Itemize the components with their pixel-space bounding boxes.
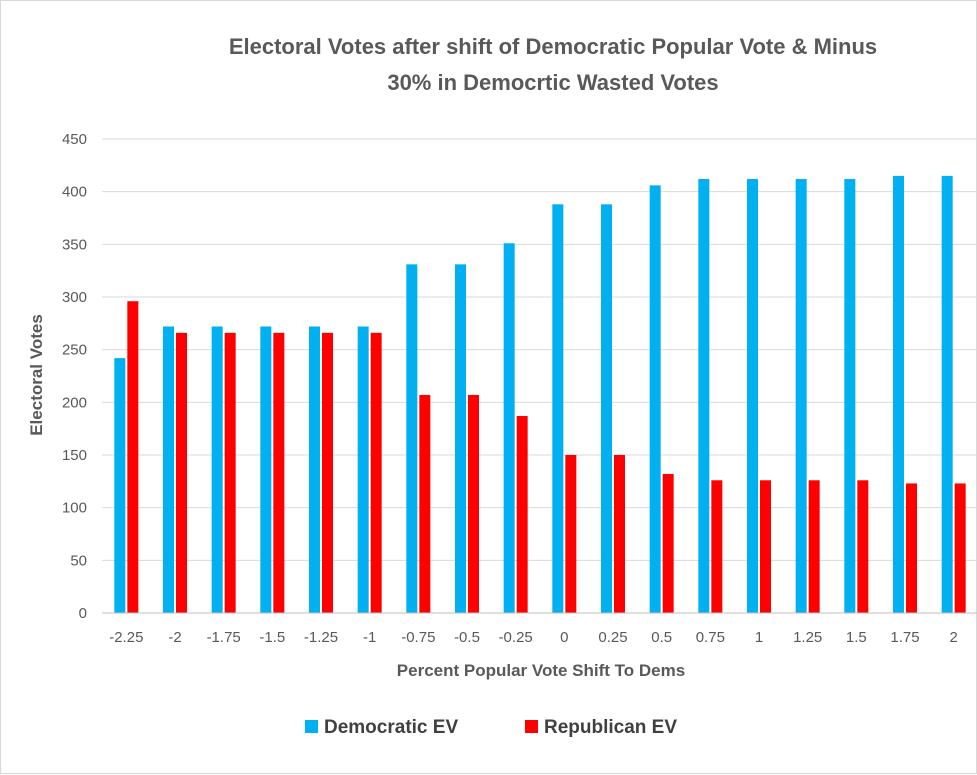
y-tick-label: 350: [62, 236, 87, 253]
bar-democratic: [309, 326, 320, 613]
bars: [114, 175, 966, 613]
chart-title-line-1: Electoral Votes after shift of Democrati…: [229, 34, 877, 59]
x-tick-label: -2.25: [109, 629, 143, 646]
x-tick-label: -1.25: [304, 629, 338, 646]
bar-republican: [808, 480, 820, 613]
bar-democratic: [941, 175, 953, 613]
y-tick-label: 250: [62, 342, 87, 359]
gridlines: [102, 138, 977, 561]
x-tick-label: 1.75: [890, 629, 919, 646]
y-tick-label: 0: [79, 605, 87, 622]
bar-republican: [224, 332, 236, 613]
x-tick-label: 0.75: [696, 629, 725, 646]
bar-republican: [127, 301, 139, 613]
y-axis-tick-labels: 0 50 100 150 200 250 300 350 400 450: [62, 131, 87, 622]
legend-swatch: [525, 720, 538, 733]
chart-title-line-2: 30% in Democrtic Wasted Votes: [387, 70, 718, 95]
bar-democratic: [698, 179, 710, 613]
bar-democratic: [844, 179, 856, 613]
x-tick-label: -0.75: [401, 629, 435, 646]
bar-republican: [468, 394, 479, 613]
x-axis-tick-labels: -2.25 -2 -1.75 -1.5 -1.25 -1 -0.75 -0.5 -0.25 0 0.…: [109, 629, 958, 646]
bar-democratic: [795, 179, 807, 613]
x-tick-label: 0.5: [651, 629, 672, 646]
bar-republican: [760, 480, 771, 613]
bar-republican: [954, 483, 966, 613]
bar-republican: [614, 455, 625, 613]
x-tick-label: 1: [755, 629, 763, 646]
x-tick-label: -1.5: [259, 629, 285, 646]
bar-republican: [273, 332, 285, 613]
bar-democratic: [455, 264, 466, 613]
bar-democratic: [893, 175, 904, 613]
bar-democratic: [357, 326, 369, 613]
chart-title: Electoral Votes after shift of Democrati…: [229, 34, 877, 95]
bar-democratic: [406, 264, 418, 613]
bar-republican: [516, 416, 528, 613]
legend: Democratic EV Republican EV: [305, 717, 677, 738]
x-tick-label: -0.5: [454, 629, 480, 646]
bar-republican: [322, 332, 333, 613]
bar-republican: [370, 332, 382, 613]
y-tick-label: 100: [62, 500, 87, 517]
bar-republican: [662, 473, 674, 613]
x-tick-label: -1: [363, 629, 376, 646]
x-tick-label: -1.75: [207, 629, 241, 646]
bar-democratic: [747, 179, 758, 613]
legend-label: Democratic EV: [324, 717, 458, 738]
x-tick-label: 1.5: [846, 629, 867, 646]
bar-republican: [857, 480, 869, 613]
bar-democratic: [260, 326, 272, 613]
bar-republican: [176, 332, 187, 613]
y-tick-label: 200: [62, 394, 87, 411]
bar-democratic: [211, 326, 223, 613]
bar-democratic: [163, 326, 174, 613]
x-tick-label: 0: [560, 629, 568, 646]
bar-republican: [419, 394, 431, 613]
bar-democratic: [601, 204, 612, 613]
y-tick-label: 50: [70, 552, 87, 569]
x-tick-label: 2: [949, 629, 957, 646]
x-tick-label: -2: [168, 629, 181, 646]
bar-democratic: [114, 358, 126, 613]
y-tick-label: 450: [62, 131, 87, 148]
y-axis-title: Electoral Votes: [27, 314, 46, 436]
bar-republican: [711, 480, 723, 613]
x-tick-label: 1.25: [793, 629, 822, 646]
bar-democratic: [503, 243, 515, 613]
x-axis-title: Percent Popular Vote Shift To Dems: [397, 661, 685, 680]
y-tick-label: 400: [62, 184, 87, 201]
y-tick-label: 300: [62, 289, 87, 306]
x-tick-label: -0.25: [499, 629, 533, 646]
legend-swatch: [305, 720, 318, 733]
legend-label: Republican EV: [544, 717, 677, 738]
bar-republican: [565, 455, 577, 613]
y-tick-label: 150: [62, 447, 87, 464]
bar-democratic: [552, 204, 564, 613]
x-tick-label: 0.25: [598, 629, 627, 646]
bar-republican: [906, 483, 917, 613]
bar-democratic: [649, 185, 661, 613]
